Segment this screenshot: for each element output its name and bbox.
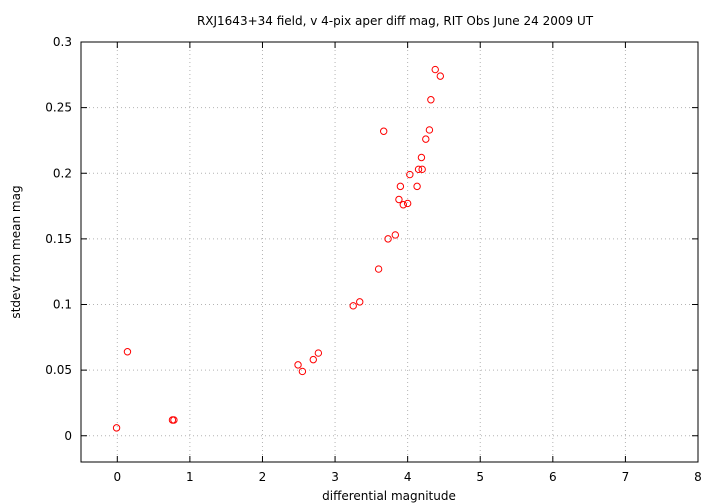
- x-tick-label: 2: [259, 470, 267, 484]
- data-point: [403, 199, 412, 208]
- data-point: [123, 348, 132, 356]
- data-point: [413, 182, 421, 191]
- data-point: [349, 302, 357, 310]
- y-tick-label: 0.1: [53, 298, 72, 312]
- x-tick-label: 0: [113, 470, 121, 484]
- x-tick-label: 4: [404, 470, 412, 484]
- y-tick-label: 0.05: [45, 363, 72, 377]
- data-point: [314, 349, 323, 357]
- data-point: [406, 170, 414, 179]
- data-points: [112, 65, 445, 432]
- data-point: [395, 195, 403, 204]
- plot-frame: [80, 41, 699, 463]
- y-axis-label: stdev from mean mag: [9, 185, 23, 318]
- data-point: [396, 182, 405, 191]
- data-point: [384, 235, 392, 243]
- data-point: [425, 126, 434, 134]
- x-axis-label: differential magnitude: [322, 489, 456, 503]
- y-tick-label: 0.15: [45, 232, 72, 246]
- x-tick-label: 3: [331, 470, 339, 484]
- data-point: [431, 65, 439, 74]
- data-point: [374, 265, 383, 273]
- x-tick-label: 8: [694, 470, 702, 484]
- data-point: [379, 127, 388, 135]
- data-point: [298, 367, 307, 376]
- x-axis-ticks: 0 1 2 3 4 5 6 7 8: [113, 42, 702, 484]
- chart-title: RXJ1643+34 field, v 4-pix aper diff mag,…: [197, 14, 594, 28]
- data-point: [399, 201, 407, 209]
- x-tick-label: 7: [622, 470, 630, 484]
- data-point: [422, 135, 430, 143]
- data-point: [417, 153, 426, 162]
- plot-border: [80, 41, 699, 463]
- data-point: [170, 416, 178, 424]
- data-point: [391, 231, 400, 239]
- y-tick-label: 0: [64, 429, 72, 443]
- x-tick-label: 5: [476, 470, 484, 484]
- gridlines: [81, 42, 698, 462]
- data-point: [427, 96, 435, 104]
- x-tick-label: 1: [186, 470, 194, 484]
- data-point: [436, 72, 445, 80]
- y-tick-label: 0.25: [45, 101, 72, 115]
- data-point: [418, 165, 426, 174]
- data-point: [356, 298, 364, 306]
- x-tick-label: 6: [549, 470, 557, 484]
- data-point: [309, 355, 317, 364]
- y-tick-label: 0.3: [53, 35, 72, 49]
- data-point: [414, 165, 423, 174]
- data-point: [112, 424, 121, 432]
- y-axis-ticks: 0 0.05 0.1 0.15 0.2 0.25 0.3: [45, 35, 698, 443]
- y-tick-label: 0.2: [53, 166, 72, 180]
- data-point: [294, 361, 302, 369]
